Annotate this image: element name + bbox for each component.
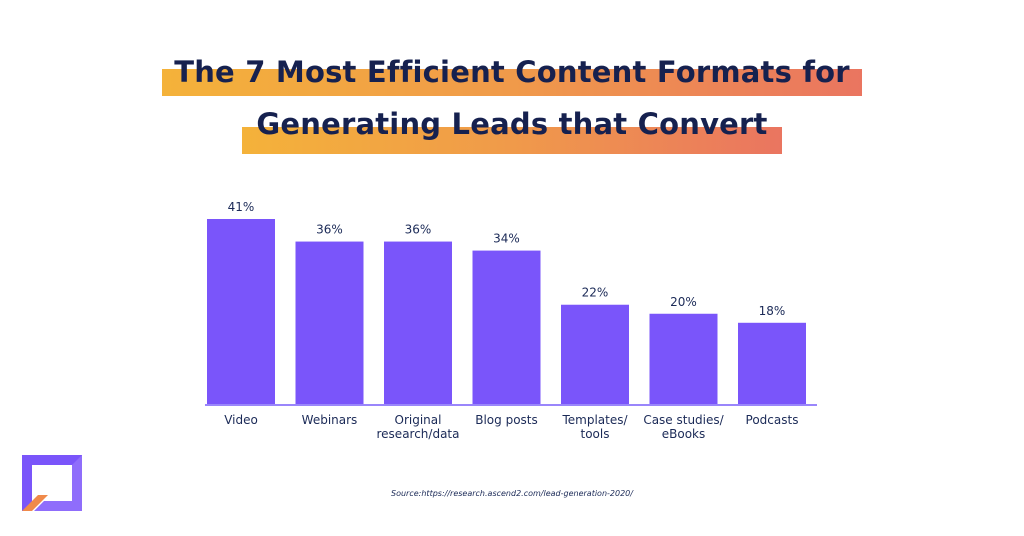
category-label-1: Webinars — [302, 413, 358, 427]
bar-2 — [384, 241, 452, 404]
value-labels-group: 41% 36% 36% 34% 22% 20% 18% — [228, 200, 786, 318]
chart-title-line-2: Generating Leads that Convert — [256, 107, 768, 141]
bar-1 — [295, 241, 364, 404]
title-line-1: The 7 Most Efficient Content Formats for — [0, 50, 1024, 96]
category-label-4: Templates/tools — [561, 413, 628, 441]
category-label-3: Blog posts — [475, 413, 538, 427]
source-citation: Source:https://research.ascend2.com/lead… — [391, 489, 633, 498]
brand-square-logo-icon — [22, 455, 82, 511]
bar-chart: 41% 36% 36% 34% 22% 20% 18% Video Webinars Origi… — [205, 200, 817, 441]
bars-group — [207, 219, 806, 404]
bar-3 — [472, 250, 541, 404]
value-label-2: 36% — [405, 223, 432, 237]
title-highlight-band-1 — [162, 69, 862, 96]
title-highlight-band-2 — [242, 127, 782, 154]
value-label-1: 36% — [316, 223, 343, 237]
bar-0 — [207, 219, 275, 404]
value-label-4: 22% — [582, 286, 609, 300]
bar-5 — [649, 313, 718, 404]
value-label-0: 41% — [228, 200, 255, 214]
category-label-0: Video — [224, 413, 258, 427]
chart-title-line-1: The 7 Most Efficient Content Formats for — [174, 55, 850, 89]
value-label-3: 34% — [493, 232, 520, 246]
category-label-2: Original research/data — [377, 413, 460, 441]
bar-6 — [738, 322, 806, 404]
title-line-2: Generating Leads that Convert — [0, 102, 1024, 154]
bar-4 — [561, 304, 629, 404]
value-label-5: 20% — [670, 295, 697, 309]
category-label-5: Case studies/eBooks — [643, 413, 724, 441]
category-label-6: Podcasts — [746, 413, 799, 427]
value-label-6: 18% — [759, 304, 786, 318]
category-labels-group: Video Webinars Original research/data Blog p… — [224, 413, 798, 441]
